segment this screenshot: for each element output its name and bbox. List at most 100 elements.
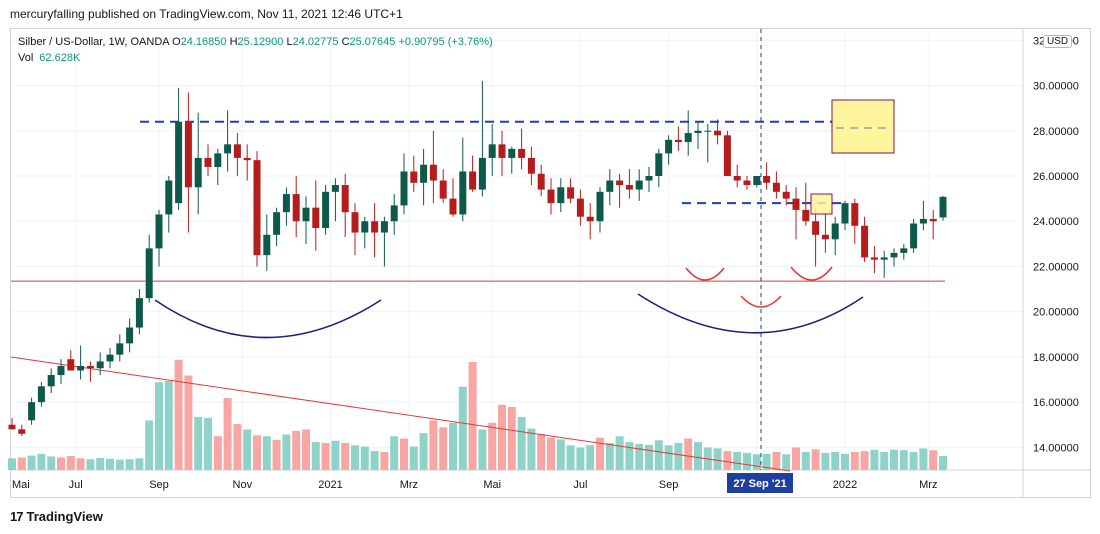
volume-bar [939,456,947,470]
volume-value: 62.628K [39,52,81,64]
candle-body [851,203,859,226]
volume-bar [419,433,428,470]
volume-bar [615,436,624,470]
x-tick-label: 2022 [833,479,857,491]
candle-body [420,164,428,183]
candle-body [8,424,16,430]
volume-bar [174,359,183,470]
candle-body [459,171,467,215]
target-box [831,99,895,154]
candle-body [204,157,212,167]
x-tick-label: Sep [659,479,679,491]
volume-bar [821,452,830,470]
candle-body [116,343,124,355]
candle-body [233,144,241,158]
candle-body [870,257,878,260]
candle-body [214,153,222,167]
candle-body [106,354,114,362]
candle-body [743,180,751,186]
candle-body [175,121,183,204]
volume-legend: Vol 62.628K [18,52,80,64]
volume-bar [439,427,448,470]
volume-bar [243,429,252,470]
symbol-legend: Silber / US-Dollar, 1W, OANDA O24.16850 … [18,36,493,48]
candle-body [341,185,349,213]
volume-bar [586,445,595,470]
volume-bar [507,407,516,470]
volume-bar [27,455,36,470]
volume-bar [684,438,693,470]
volume-bar [204,417,212,470]
candle-body [253,160,261,256]
low-value: 24.02775 [292,36,339,48]
high-value: 25.12900 [237,36,284,48]
volume-bar [919,448,928,470]
open-value: 24.16850 [180,36,227,48]
volume-bar [233,424,242,470]
volume-bar [37,453,46,470]
volume-bar [566,445,575,470]
y-tick-label: 30.00000 [1033,81,1079,93]
volume-bar [801,452,810,470]
candle-body [576,198,584,217]
candle-body [861,225,869,258]
volume-bar [811,449,820,470]
volume-bar [17,457,26,470]
candle-body [488,144,496,158]
candle-body [763,176,771,183]
candle-body [96,361,104,369]
volume-bar [527,428,536,470]
symbol-name: Silber / US-Dollar, 1W, OANDA [18,36,169,48]
candle-body [782,191,790,199]
volume-bar [850,452,859,470]
y-tick-label: 22.00000 [1033,261,1079,273]
candle-body [184,121,192,188]
high-label: H [229,36,238,48]
close-label: C [341,36,350,48]
candle-body [57,365,65,376]
candle-body [498,144,506,158]
x-tick-label: Mai [483,479,501,491]
volume-bar [155,382,163,470]
volume-bar [635,443,644,470]
candle-body [655,153,663,176]
volume-bar [145,420,154,470]
candle-body [704,130,712,132]
candle-body [910,223,918,249]
candle-body [694,130,702,134]
volume-bar [782,454,791,470]
candle-body [753,176,761,186]
candle-body [596,191,604,222]
volume-bar [125,459,134,470]
candle-body [331,185,339,192]
candle-body [812,221,820,235]
currency-badge[interactable]: USD [1043,35,1073,48]
volume-bar [86,459,95,470]
candle-body [802,209,810,222]
candle-body [67,359,75,371]
candle-body [135,298,143,328]
y-tick-label: 16.00000 [1033,397,1079,409]
candle-body [645,176,653,181]
volume-bar [194,416,203,470]
volume-bar [360,446,369,470]
candle-body [37,386,45,403]
volume-label: Vol [18,52,34,64]
chart-frame [10,28,1091,498]
volume-bar [743,452,751,470]
volume-bar [311,442,320,470]
candle-body [792,198,800,210]
candle-body [478,157,486,190]
volume-bar [341,443,350,470]
volume-bar [605,443,614,470]
candle-body [880,257,888,260]
x-tick-label: Jul [69,479,83,491]
volume-bar [223,398,232,470]
volume-bar [556,439,565,470]
volume-bar [733,452,742,470]
candle-body [714,130,722,136]
x-tick-label: Mrz [400,479,418,491]
x-tick-label: Mai [12,479,30,491]
candle-body [841,203,849,224]
